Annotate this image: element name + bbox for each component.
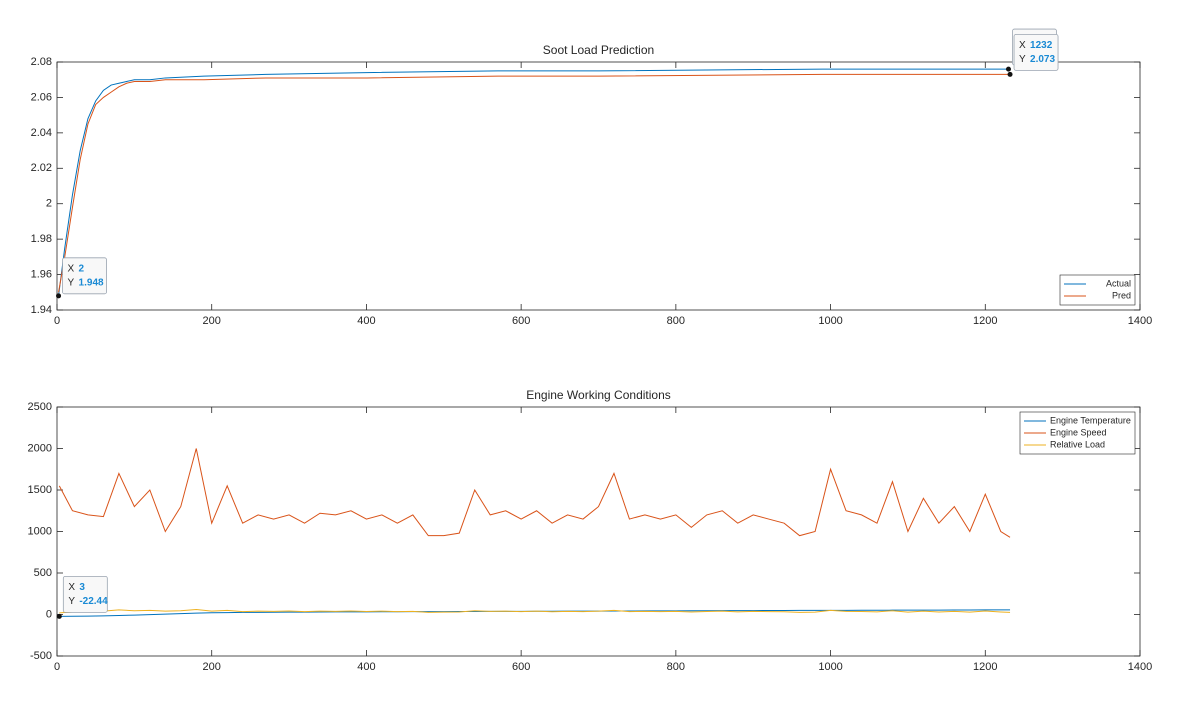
x-tick-label: 800: [667, 661, 685, 673]
x-tick-label: 1200: [973, 661, 997, 673]
legend-label: Actual: [1106, 278, 1131, 288]
plot-area: [56, 406, 1141, 657]
datatip-x-value: 2: [79, 263, 85, 274]
legend-box: [1059, 274, 1136, 306]
datatip-box: [1013, 34, 1059, 71]
datatip-box: [62, 575, 108, 613]
y-tick-label: 2: [46, 198, 52, 210]
legend-label: Engine Speed: [1050, 427, 1107, 437]
legend-label: Pred: [1112, 290, 1131, 300]
data-line: [58, 73, 1011, 293]
y-tick-label: 2.04: [31, 127, 52, 139]
y-tick-label: 500: [34, 567, 52, 579]
datatip-y-value: 1.948: [79, 277, 104, 288]
y-tick-label: 1.96: [31, 268, 52, 280]
x-tick-label: 400: [357, 315, 375, 327]
x-tick-label: 600: [512, 315, 530, 327]
x-tick-label: 200: [203, 315, 221, 327]
x-tick-label: 1000: [818, 661, 842, 673]
x-tick-label: 800: [667, 315, 685, 327]
datatip-y-value: -22.44: [79, 596, 108, 607]
x-tick-label: 1400: [1128, 661, 1152, 673]
x-tick-label: 600: [512, 661, 530, 673]
datatip-y-value: 2.073: [1030, 54, 1055, 65]
y-tick-label: 2000: [28, 442, 52, 454]
x-tick-label: 1400: [1128, 315, 1152, 327]
y-tick-label: 0: [46, 608, 52, 620]
x-tick-label: 200: [203, 661, 221, 673]
datatip-x-label: X: [68, 263, 75, 274]
datatip-y-label: Y: [1019, 54, 1026, 65]
datatip-marker: [1007, 71, 1013, 77]
chart-title: Engine Working Conditions: [526, 388, 671, 402]
datatip-x-value: 3: [79, 582, 85, 593]
data-line: [59, 609, 1011, 614]
x-tick-label: 1000: [818, 315, 842, 327]
datatip-y-label: Y: [68, 277, 75, 288]
data-line: [58, 448, 1011, 538]
chart-title: Soot Load Prediction: [543, 43, 654, 57]
x-tick-label: 400: [357, 661, 375, 673]
datatip-x-label: X: [1019, 40, 1026, 51]
datatip-marker: [1005, 66, 1011, 72]
y-tick-label: 1.94: [31, 304, 52, 316]
datatip-box: [62, 257, 107, 295]
datatip-marker: [56, 293, 62, 299]
y-tick-label: 1000: [28, 525, 52, 537]
y-tick-label: 1500: [28, 484, 52, 496]
x-tick-label: 0: [54, 661, 60, 673]
y-tick-label: 1.98: [31, 233, 52, 245]
plot-area: [56, 61, 1141, 311]
data-line: [58, 68, 1009, 296]
x-tick-label: 1200: [973, 315, 997, 327]
y-tick-label: 2.06: [31, 91, 52, 103]
x-tick-label: 0: [54, 315, 60, 327]
datatip-marker: [56, 613, 62, 619]
legend-label: Relative Load: [1050, 439, 1105, 449]
y-tick-label: 2.08: [31, 56, 52, 68]
datatip-y-label: Y: [68, 596, 75, 607]
y-tick-label: -500: [30, 650, 52, 662]
datatip-x-value: 1232: [1030, 40, 1053, 51]
y-tick-label: 2.02: [31, 162, 52, 174]
legend-label: Engine Temperature: [1050, 415, 1131, 425]
datatip-x-label: X: [68, 582, 75, 593]
y-tick-label: 2500: [28, 401, 52, 413]
